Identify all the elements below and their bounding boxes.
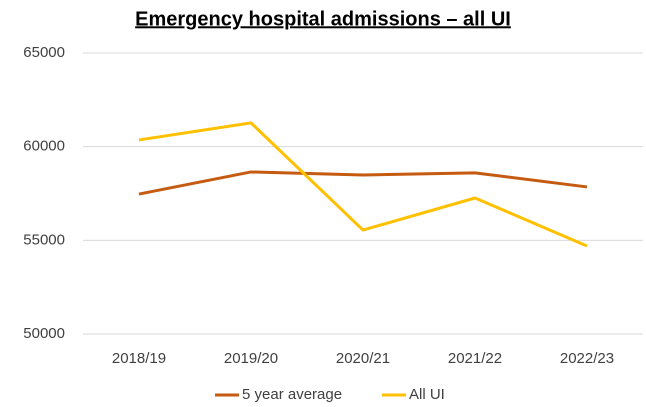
y-tick-label: 60000 [23, 138, 65, 155]
y-tick-label: 50000 [23, 325, 65, 342]
legend-label: 5 year average [242, 386, 342, 403]
series-line [138, 121, 588, 248]
y-tick-label: 65000 [23, 44, 65, 61]
legend-label: All UI [409, 386, 445, 403]
y-tick-label: 55000 [23, 231, 65, 248]
x-tick-label: 2020/21 [336, 350, 390, 367]
x-tick-label: 2019/20 [224, 350, 278, 367]
x-tick-label: 2021/22 [448, 350, 502, 367]
series-line [138, 170, 588, 196]
x-tick-label: 2022/23 [560, 350, 614, 367]
chart-title: Emergency hospital admissions – all UI [135, 8, 511, 30]
x-tick-label: 2018/19 [112, 350, 166, 367]
